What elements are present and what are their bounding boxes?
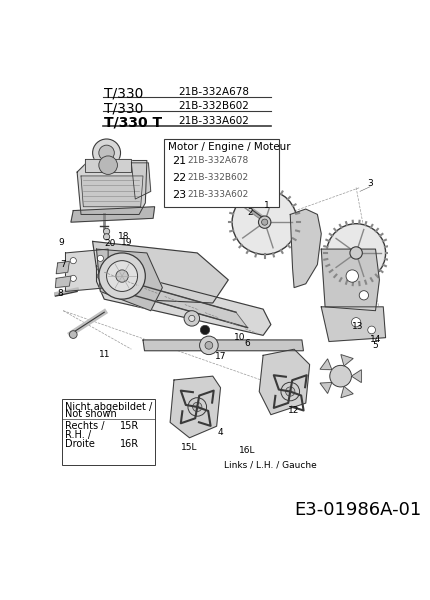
Text: 23: 23 [171, 190, 185, 200]
Polygon shape [319, 382, 331, 394]
Circle shape [205, 341, 212, 349]
Text: 21B-333A602: 21B-333A602 [187, 190, 248, 199]
Circle shape [187, 398, 206, 416]
Circle shape [98, 253, 145, 299]
Circle shape [258, 216, 270, 229]
Text: 13: 13 [351, 322, 362, 331]
Text: 10: 10 [233, 333, 245, 342]
Text: 20: 20 [104, 239, 116, 248]
Circle shape [349, 247, 362, 259]
Text: 11: 11 [98, 350, 110, 359]
Text: 21B-332A678: 21B-332A678 [178, 86, 248, 97]
Circle shape [69, 331, 77, 338]
Polygon shape [77, 161, 147, 214]
Polygon shape [143, 340, 303, 351]
Text: 1: 1 [264, 201, 269, 210]
Text: 21B-332A678: 21B-332A678 [187, 156, 248, 165]
Circle shape [103, 233, 109, 240]
Polygon shape [131, 163, 150, 199]
Text: E3-01986A-01: E3-01986A-01 [293, 501, 421, 519]
Text: 18: 18 [117, 232, 129, 241]
Circle shape [98, 145, 114, 161]
Text: 2: 2 [246, 208, 252, 217]
Text: 22: 22 [171, 173, 185, 183]
Text: 16R: 16R [120, 439, 138, 449]
Polygon shape [65, 249, 108, 292]
Polygon shape [319, 359, 331, 370]
Text: 19: 19 [121, 238, 132, 247]
Text: 5: 5 [372, 341, 378, 350]
Circle shape [103, 229, 109, 235]
Text: T/330 T: T/330 T [104, 116, 162, 130]
Text: 12: 12 [288, 406, 299, 415]
Text: T/330: T/330 [104, 101, 143, 115]
Text: 16L: 16L [239, 446, 255, 455]
Circle shape [232, 190, 297, 254]
Text: 14: 14 [369, 335, 380, 344]
Polygon shape [96, 249, 162, 311]
Polygon shape [55, 276, 71, 287]
Circle shape [98, 156, 117, 175]
Polygon shape [320, 307, 385, 341]
Circle shape [367, 326, 375, 334]
Polygon shape [100, 274, 247, 328]
Text: 3: 3 [366, 179, 372, 188]
Text: Links / L.H. / Gauche: Links / L.H. / Gauche [224, 460, 316, 469]
Circle shape [199, 336, 218, 355]
Circle shape [97, 255, 103, 262]
Text: Nicht abgebildet /: Nicht abgebildet / [64, 401, 152, 412]
Polygon shape [289, 209, 320, 287]
Polygon shape [350, 370, 360, 383]
Polygon shape [71, 207, 154, 222]
Text: 21B-333A602: 21B-333A602 [178, 116, 248, 126]
Bar [61, 399, 154, 464]
Text: 21: 21 [171, 156, 185, 166]
Polygon shape [340, 355, 352, 366]
Text: 15L: 15L [181, 443, 197, 452]
Circle shape [92, 139, 120, 167]
Circle shape [116, 270, 128, 282]
Circle shape [261, 219, 267, 225]
Polygon shape [56, 262, 69, 274]
Bar [163, 139, 278, 207]
Text: 15R: 15R [120, 421, 139, 431]
Text: 7: 7 [60, 260, 66, 269]
Text: Not shown: Not shown [64, 409, 116, 419]
Text: 8: 8 [57, 289, 63, 298]
Text: 21B-332B602: 21B-332B602 [178, 101, 248, 111]
Polygon shape [85, 159, 131, 172]
Circle shape [329, 365, 350, 387]
Polygon shape [96, 266, 270, 335]
Circle shape [192, 403, 201, 412]
Text: R.H. /: R.H. / [64, 430, 91, 440]
Circle shape [326, 224, 385, 282]
Text: 17: 17 [214, 352, 226, 361]
Text: Rechts /: Rechts / [64, 421, 104, 431]
Polygon shape [320, 249, 378, 311]
Text: 4: 4 [217, 428, 223, 437]
Circle shape [97, 273, 103, 279]
Text: T/330: T/330 [104, 86, 143, 101]
Circle shape [106, 260, 137, 292]
Text: 9: 9 [58, 238, 64, 247]
Text: Droite: Droite [64, 439, 94, 449]
Circle shape [350, 317, 360, 327]
Circle shape [188, 316, 194, 322]
Polygon shape [92, 241, 228, 303]
Circle shape [280, 382, 299, 401]
Circle shape [70, 275, 76, 281]
Polygon shape [259, 349, 309, 415]
Text: 6: 6 [244, 338, 250, 347]
Circle shape [184, 311, 199, 326]
Circle shape [70, 257, 76, 264]
Circle shape [345, 270, 358, 282]
Polygon shape [340, 386, 352, 398]
Polygon shape [81, 176, 143, 207]
Circle shape [200, 325, 209, 335]
Text: Motor / Engine / Moteur: Motor / Engine / Moteur [167, 142, 290, 152]
Circle shape [358, 290, 368, 300]
Circle shape [285, 387, 294, 396]
Polygon shape [170, 376, 220, 438]
Text: 21B-332B602: 21B-332B602 [187, 173, 248, 182]
